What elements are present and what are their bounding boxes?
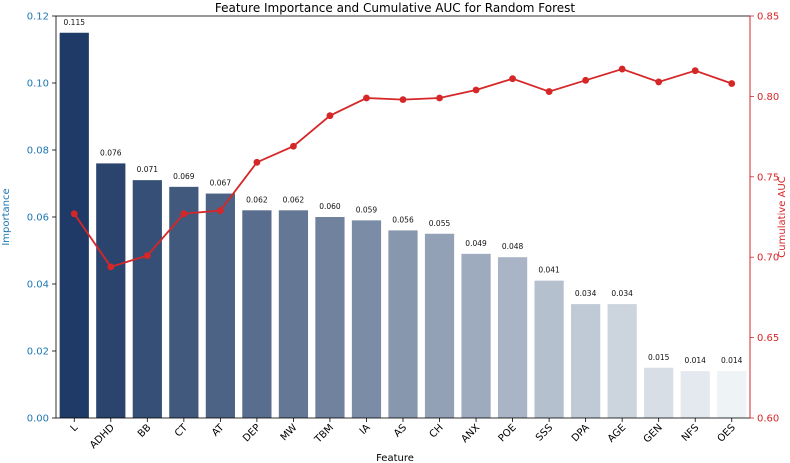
bar-dep: [242, 210, 272, 418]
auc-point: [143, 252, 151, 259]
bar-ch: [424, 233, 455, 418]
bar-ct: [169, 186, 199, 418]
auc-point: [363, 94, 370, 102]
bar-value-label: 0.014: [721, 356, 743, 365]
bar-value-label: 0.034: [611, 289, 633, 298]
auc-point: [180, 210, 188, 218]
bar-dpa: [571, 304, 601, 418]
auc-point: [107, 263, 115, 271]
bar-ia: [351, 220, 382, 418]
x-tick-label: OES: [716, 422, 738, 444]
bar-at: [205, 193, 235, 418]
bar-bb: [132, 180, 162, 418]
auc-point: [545, 88, 553, 95]
auc-point: [216, 207, 224, 214]
auc-point: [618, 65, 626, 73]
auc-point: [509, 75, 516, 83]
bar-value-label: 0.115: [64, 18, 86, 27]
bar-anx: [461, 253, 491, 418]
x-tick-label: TBM: [312, 422, 336, 446]
x-tick-label: SSS: [534, 422, 555, 443]
y2-tick-label: 0.80: [757, 92, 779, 103]
bar-value-label: 0.014: [684, 356, 706, 365]
auc-point: [436, 94, 443, 102]
x-tick-label: CH: [428, 422, 446, 440]
y2-tick-label: 0.60: [757, 414, 779, 425]
x-tick-label: AS: [392, 422, 409, 439]
bar-value-label: 0.062: [246, 195, 268, 204]
x-tick-label: POE: [497, 422, 519, 444]
y-tick-label: 0.00: [27, 414, 49, 425]
y-tick-label: 0.02: [27, 347, 49, 358]
bar-value-label: 0.041: [538, 266, 560, 275]
y2-tick-label: 0.75: [757, 172, 779, 183]
x-tick-label: NFS: [680, 422, 702, 444]
auc-point: [728, 80, 736, 87]
auc-line-layer: [70, 65, 736, 271]
bar-value-label: 0.055: [429, 219, 451, 228]
auc-point: [70, 210, 78, 218]
y2-tick-label: 0.65: [757, 333, 779, 344]
bar-value-label: 0.071: [137, 165, 159, 174]
bar-adhd: [96, 163, 126, 418]
bar-oes: [717, 371, 747, 418]
auc-point: [655, 78, 663, 86]
x-tick-label: ADHD: [88, 422, 117, 451]
x-axis-label: Feature: [376, 453, 414, 463]
auc-point: [290, 142, 297, 150]
y2-tick-label: 0.70: [757, 253, 779, 264]
y-tick-label: 0.04: [27, 280, 49, 291]
y-tick-label: 0.08: [27, 146, 49, 157]
x-tick-label: ANX: [459, 422, 482, 445]
x-tick-label: MW: [279, 422, 300, 443]
x-tick-label: DPA: [570, 422, 592, 444]
bar-value-label: 0.034: [575, 289, 597, 298]
bar-poe: [497, 257, 528, 418]
bar-value-label: 0.069: [173, 172, 195, 181]
bar-value-label: 0.076: [100, 148, 122, 157]
x-tick-label: IA: [358, 422, 373, 437]
y-axis-label: Importance: [1, 188, 12, 245]
y2-tick-label: 0.85: [757, 12, 779, 23]
bar-value-label: 0.062: [283, 195, 305, 204]
bar-value-label: 0.059: [356, 205, 378, 214]
x-tick-label: GEN: [642, 422, 665, 445]
bar-gen: [644, 367, 674, 418]
bar-age: [607, 304, 637, 418]
x-tick-label: L: [69, 422, 81, 434]
auc-point: [326, 112, 334, 120]
chart-title: Feature Importance and Cumulative AUC fo…: [215, 1, 576, 15]
bar-nfs: [680, 371, 710, 418]
y-tick-label: 0.10: [27, 79, 49, 90]
bar-value-label: 0.056: [392, 215, 414, 224]
y-tick-label: 0.12: [27, 12, 49, 23]
bar-value-label: 0.048: [502, 242, 524, 251]
bars-layer: 0.115 0.076 0.071 0.069 0.067 0.062 0.062 0.060…: [59, 18, 747, 418]
bar-as: [388, 230, 418, 418]
bar-l: [59, 32, 89, 418]
auc-point: [691, 67, 699, 75]
x-tick-label: CT: [173, 422, 191, 440]
x-tick-label: DEP: [241, 422, 263, 444]
bar-mw: [278, 210, 309, 418]
bar-value-label: 0.067: [210, 179, 232, 188]
auc-point: [399, 96, 407, 104]
auc-point: [472, 86, 480, 94]
bar-sss: [534, 280, 564, 418]
y-tick-label: 0.06: [27, 213, 49, 224]
y2-axis-label: Cumulative AUC: [777, 176, 788, 257]
bar-tbm: [315, 217, 345, 418]
x-tick-label: AGE: [606, 422, 628, 444]
x-tick-label: BB: [136, 422, 154, 440]
x-tick-label: AT: [210, 422, 227, 439]
bar-value-label: 0.060: [319, 202, 341, 211]
auc-point: [253, 158, 261, 166]
bar-value-label: 0.015: [648, 353, 670, 362]
auc-point: [582, 76, 590, 84]
bar-value-label: 0.049: [465, 239, 487, 248]
